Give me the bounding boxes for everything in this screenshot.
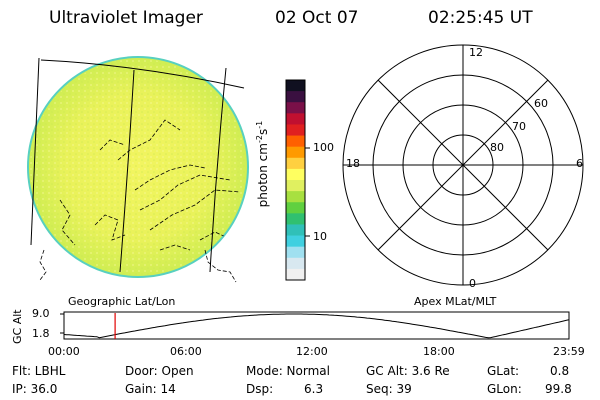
colorbar-frame	[285, 79, 306, 281]
status-gain: Gain: 14	[125, 382, 176, 396]
colorbar-tick-100: 100	[313, 141, 334, 154]
altitude-ytick-9: 9.0	[32, 307, 50, 320]
status-glon-value: 99.8	[545, 382, 572, 396]
status-mode: Mode: Normal	[246, 364, 330, 378]
geographic-grid	[30, 57, 245, 273]
status-glat-label: GLat:	[487, 364, 520, 378]
colorbar-unit-text: photon cm	[256, 143, 270, 208]
colorbar-swatch	[286, 113, 305, 125]
colorbar-swatch	[286, 268, 305, 281]
colorbar-swatch	[286, 157, 305, 170]
colorbar-swatch	[286, 235, 305, 248]
colorbar-swatch	[286, 202, 305, 214]
observation-time: 02:25:45 UT	[428, 8, 533, 28]
altitude-xtick-0000: 00:00	[48, 345, 80, 358]
altitude-xtick-2359: 23:59	[553, 345, 585, 358]
colorbar-unit-exp2: -1	[255, 120, 264, 129]
colorbar-swatch	[286, 213, 305, 225]
colorbar-swatch	[286, 91, 305, 103]
status-glon-label: GLon:	[487, 382, 522, 396]
mlt-label-12: 12	[469, 46, 483, 59]
colorbar-swatch	[286, 191, 305, 203]
colorbar-swatch	[286, 146, 305, 159]
coastline-traces	[59, 119, 241, 251]
colorbar	[285, 79, 306, 281]
earth-disk-image	[27, 56, 249, 278]
instrument-title: Ultraviolet Imager	[49, 8, 203, 28]
status-dsp-label: Dsp:	[246, 382, 274, 396]
colorbar-swatch	[286, 80, 305, 92]
altitude-curve	[63, 313, 570, 339]
lat-label-60: 60	[534, 97, 548, 110]
altitude-plot	[60, 311, 570, 340]
colorbar-tick-10: 10	[313, 230, 327, 243]
altitude-plot-frame	[63, 311, 570, 340]
coastline-outside	[39, 249, 237, 283]
status-filter: Flt: LBHL	[12, 364, 66, 378]
polar-projection-label: Apex MLat/MLT	[414, 295, 497, 308]
colorbar-unit-label: photon cm-2s-1	[244, 120, 270, 215]
status-gc-alt: GC Alt: 3.6 Re	[366, 364, 450, 378]
altitude-xtick-1800: 18:00	[423, 345, 455, 358]
altitude-ylabel: GC Alt	[11, 309, 24, 344]
altitude-xtick-1200: 12:00	[296, 345, 328, 358]
colorbar-swatch	[286, 102, 305, 114]
status-ip: IP: 36.0	[12, 382, 58, 396]
status-glat-value: 0.8	[550, 364, 570, 378]
altitude-xtick-0600: 06:00	[170, 345, 202, 358]
status-dsp-value: 6.3	[304, 382, 324, 396]
colorbar-unit-exp1: -2	[255, 135, 264, 144]
colorbar-swatch	[286, 168, 305, 181]
altitude-ytick-1-8: 1.8	[32, 327, 50, 340]
observation-date: 02 Oct 07	[275, 8, 359, 28]
colorbar-swatch	[286, 135, 305, 148]
status-seq: Seq: 39	[366, 382, 412, 396]
colorbar-swatch	[286, 124, 305, 137]
lat-label-80: 80	[490, 141, 504, 154]
mlt-label-0: 0	[469, 277, 476, 290]
polar-plot	[342, 44, 584, 286]
mlt-label-18: 18	[346, 157, 360, 170]
colorbar-swatch	[286, 246, 305, 259]
image-projection-label: Geographic Lat/Lon	[68, 295, 176, 308]
status-door: Door: Open	[125, 364, 194, 378]
lat-label-70: 70	[512, 120, 526, 133]
colorbar-unit-s: s	[256, 128, 270, 136]
colorbar-ticks	[305, 147, 310, 237]
colorbar-swatch	[286, 224, 305, 237]
mlt-label-6: 6	[576, 157, 583, 170]
colorbar-swatch	[286, 180, 305, 192]
polar-diagonal-b	[377, 79, 549, 251]
colorbar-swatch	[286, 257, 305, 270]
